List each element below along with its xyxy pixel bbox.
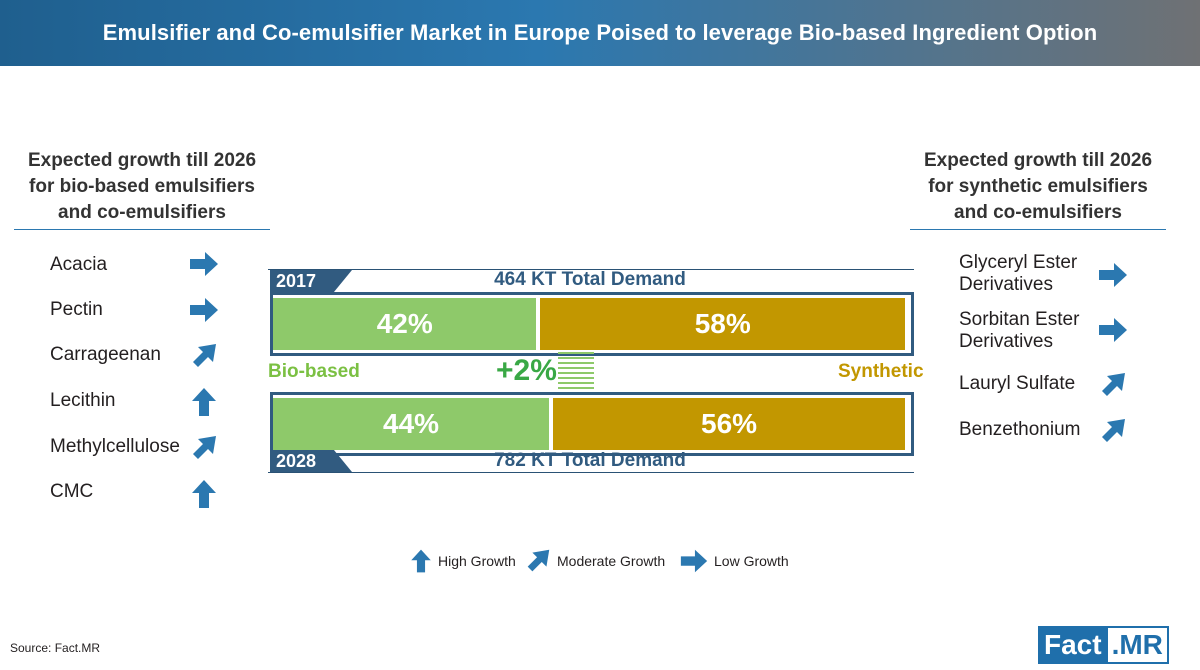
legend-high-growth: High Growth (408, 546, 516, 576)
right-divider (910, 229, 1166, 230)
list-item-label: Sorbitan Ester (959, 309, 1080, 330)
arrow-up-icon (188, 478, 220, 510)
bar-row-2028: 44% 56% (270, 392, 914, 456)
bottom-frame-line (268, 472, 914, 473)
list-item-label: CMC (50, 481, 94, 502)
list-item-label: Lecithin (50, 390, 116, 411)
list-item-label: Derivatives (959, 331, 1053, 352)
list-item-label: Derivatives (959, 274, 1053, 295)
list-item-label: Lauryl Sulfate (959, 373, 1076, 394)
logo-part-2: .MR (1105, 626, 1169, 664)
arrow-up-right-icon (523, 546, 553, 576)
left-heading-line: for bio-based emulsifiers (29, 176, 255, 197)
arrow-up-icon (188, 386, 220, 418)
change-hatch (558, 352, 594, 389)
legend-bio-based: Bio-based (268, 361, 360, 382)
legend-synthetic: Synthetic (838, 361, 924, 382)
list-item-label: Carrageenan (50, 344, 161, 365)
list-item-label: Benzethonium (959, 419, 1081, 440)
list-item-label: Acacia (50, 254, 108, 275)
source-note: Source: Fact.MR (10, 641, 101, 655)
arrow-up-right-icon (1097, 369, 1129, 401)
list-item: CMC (50, 481, 93, 503)
legend-low-growth: Low Growth (678, 546, 789, 576)
list-item: Methylcellulose (50, 436, 180, 458)
right-heading-line: for synthetic emulsifiers (928, 176, 1148, 197)
arrow-up-icon (408, 546, 434, 576)
left-heading: Expected growth till 2026 for bio-based … (14, 148, 270, 226)
list-item: Sorbitan Ester Derivatives (959, 309, 1079, 353)
logo-part-1: Fact (1038, 626, 1106, 664)
bar-label: 44% (383, 408, 440, 439)
arrow-up-right-icon (1097, 415, 1129, 447)
list-item-label: Methylcellulose (50, 436, 180, 457)
list-item-label: Glyceryl Ester (959, 252, 1078, 273)
arrow-up-right-icon (188, 432, 220, 464)
bar-synthetic-2017: 58% (540, 298, 905, 350)
bar-label: 56% (701, 408, 758, 439)
list-item-label: Pectin (50, 299, 103, 320)
bar-row-2017: 42% 58% (270, 292, 914, 356)
list-item: Glyceryl Ester Derivatives (959, 252, 1077, 296)
page-title: Emulsifier and Co-emulsifier Market in E… (102, 20, 1098, 45)
list-item: Pectin (50, 299, 103, 321)
title-banner: Emulsifier and Co-emulsifier Market in E… (0, 0, 1200, 66)
list-item: Lauryl Sulfate (959, 373, 1075, 395)
change-label: +2% (496, 354, 557, 387)
bar-label: 42% (376, 308, 433, 339)
left-heading-line: Expected growth till 2026 (27, 150, 257, 171)
total-demand-2017: 464 KT Total Demand (494, 269, 686, 290)
top-frame-line (268, 269, 914, 270)
legend-label: Low Growth (714, 553, 789, 569)
right-heading-line: and co-emulsifiers (954, 202, 1122, 223)
legend-moderate-growth: Moderate Growth (523, 546, 665, 576)
total-demand-2028: 782 KT Total Demand (494, 450, 686, 471)
arrow-up-right-icon (188, 340, 220, 372)
list-item: Lecithin (50, 390, 116, 412)
right-heading: Expected growth till 2026 for synthetic … (910, 148, 1166, 226)
arrow-right-icon (1097, 259, 1129, 291)
left-heading-line: and co-emulsifiers (58, 202, 226, 223)
right-heading-line: Expected growth till 2026 (923, 150, 1153, 171)
bar-bio-2028: 44% (273, 398, 550, 450)
year-tab-2017: 2017 (270, 270, 352, 292)
year-tab-2028: 2028 (270, 450, 352, 472)
bar-synthetic-2028: 56% (553, 398, 905, 450)
list-item: Benzethonium (959, 419, 1080, 441)
left-divider (14, 229, 270, 230)
arrow-right-icon (188, 294, 220, 326)
list-item: Carrageenan (50, 344, 161, 366)
legend-label: High Growth (438, 553, 516, 569)
bar-label: 58% (694, 308, 751, 339)
arrow-right-icon (188, 248, 220, 280)
arrow-right-icon (678, 546, 710, 576)
list-item: Acacia (50, 254, 107, 276)
arrow-right-icon (1097, 314, 1129, 346)
legend-label: Moderate Growth (557, 553, 666, 569)
factmr-logo: Fact .MR (1038, 626, 1190, 664)
bar-bio-2017: 42% (273, 298, 537, 350)
